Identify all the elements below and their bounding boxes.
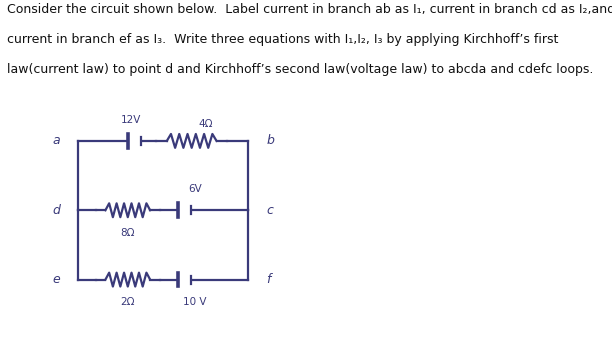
Text: 4Ω: 4Ω: [199, 119, 213, 129]
Text: f: f: [266, 273, 271, 286]
Text: c: c: [266, 204, 273, 217]
Text: Consider the circuit shown below.  Label current in branch ab as I₁, current in : Consider the circuit shown below. Label …: [7, 3, 612, 16]
Text: 6V: 6V: [188, 184, 202, 194]
Text: 2Ω: 2Ω: [121, 297, 135, 307]
Text: 10 V: 10 V: [184, 297, 207, 307]
Text: 8Ω: 8Ω: [121, 228, 135, 238]
Text: a: a: [53, 135, 61, 147]
Text: law(current law) to point d and Kirchhoff’s second law(voltage law) to abcda and: law(current law) to point d and Kirchhof…: [7, 63, 594, 76]
Text: b: b: [266, 135, 274, 147]
Text: e: e: [53, 273, 61, 286]
Text: 12V: 12V: [121, 115, 141, 125]
Text: current in branch ef as I₃.  Write three equations with I₁,I₂, I₃ by applying Ki: current in branch ef as I₃. Write three …: [7, 33, 559, 46]
Text: d: d: [53, 204, 61, 217]
